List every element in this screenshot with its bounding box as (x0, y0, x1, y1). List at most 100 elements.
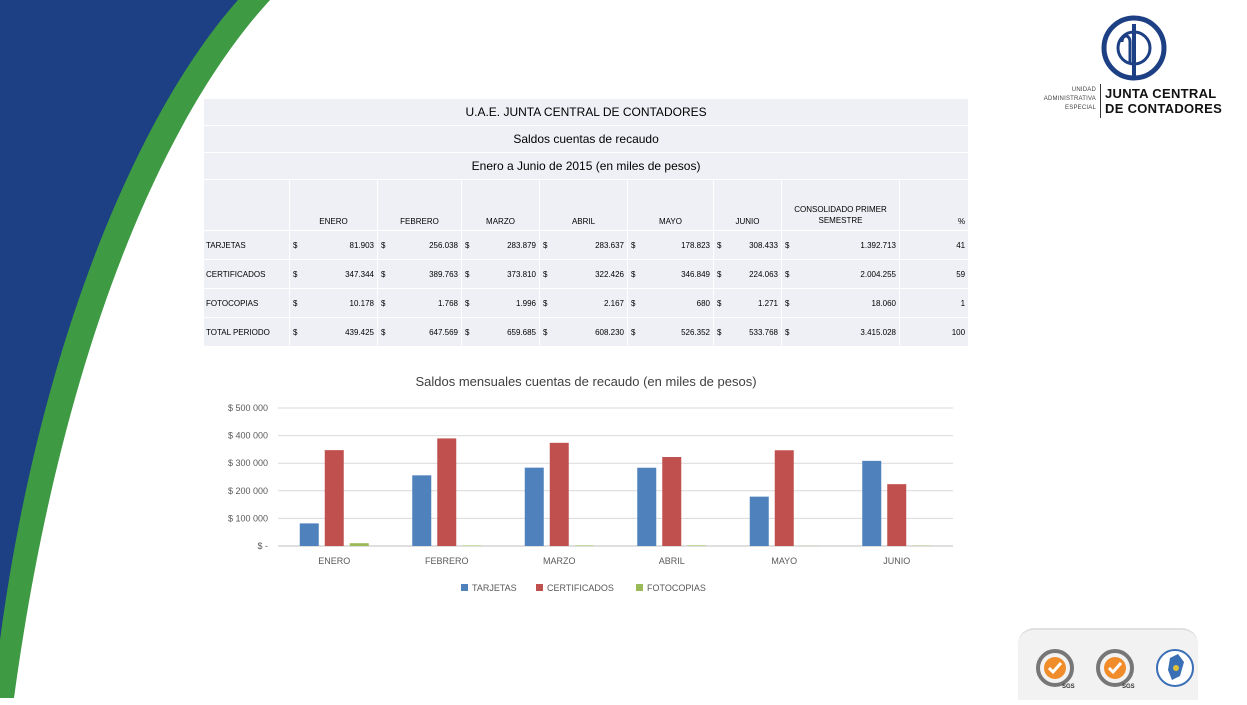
value-cell: $283.879 (462, 231, 540, 260)
cell-value: 3.415.028 (860, 328, 896, 337)
bar-fotocopias (350, 543, 369, 546)
cell-value: 1.392.713 (860, 241, 896, 250)
currency-symbol: $ (293, 299, 297, 308)
currency-symbol: $ (785, 241, 789, 250)
certification-badges: SGS SGS (1018, 628, 1198, 700)
cell-value: 347.344 (345, 270, 374, 279)
value-cell: $647.569 (378, 318, 462, 347)
bar-certificados (775, 450, 794, 546)
header-abril: ABRIL (540, 180, 628, 231)
bar-tarjetas (300, 523, 319, 546)
logo-administrativa: ADMINISTRATIVA (1030, 95, 1096, 104)
cell-value: 1.271 (758, 299, 778, 308)
value-cell: $256.038 (378, 231, 462, 260)
cell-value: 224.063 (749, 270, 778, 279)
pct-cell: 1 (900, 289, 969, 318)
value-cell: $224.063 (714, 260, 782, 289)
currency-symbol: $ (381, 241, 385, 250)
cell-value: 608.230 (595, 328, 624, 337)
badge-1-label: SGS (1062, 684, 1075, 690)
cell-value: 1.768 (438, 299, 458, 308)
currency-symbol: $ (293, 328, 297, 337)
value-cell: $608.230 (540, 318, 628, 347)
currency-symbol: $ (717, 328, 721, 337)
bar-tarjetas (637, 468, 656, 546)
x-tick-label: MARZO (543, 556, 576, 566)
bar-tarjetas (750, 497, 769, 546)
row-label: FOTOCOPIAS (204, 289, 290, 318)
value-cell: $308.433 (714, 231, 782, 260)
currency-symbol: $ (543, 299, 547, 308)
pct-cell: 41 (900, 231, 969, 260)
header-junio: JUNIO (714, 180, 782, 231)
value-cell: $389.763 (378, 260, 462, 289)
cell-value: 10.178 (350, 299, 374, 308)
value-cell: $526.352 (628, 318, 714, 347)
value-cell: $18.060 (782, 289, 900, 318)
cell-value: 2.004.255 (860, 270, 896, 279)
bar-tarjetas (525, 468, 544, 546)
header-blank (204, 180, 290, 231)
cell-value: 283.637 (595, 241, 624, 250)
value-cell: $1.768 (378, 289, 462, 318)
logo-separator (1100, 84, 1101, 118)
cell-value: 81.903 (350, 241, 374, 250)
cell-value: 659.685 (507, 328, 536, 337)
value-cell: $680 (628, 289, 714, 318)
currency-symbol: $ (465, 270, 469, 279)
x-tick-label: JUNIO (883, 556, 910, 566)
value-cell: $1.996 (462, 289, 540, 318)
cell-value: 373.810 (507, 270, 536, 279)
value-cell: $2.167 (540, 289, 628, 318)
currency-symbol: $ (465, 241, 469, 250)
jcc-logo: UNIDAD ADMINISTRATIVA ESPECIAL JUNTA CEN… (1030, 12, 1240, 122)
bar-certificados (550, 443, 569, 546)
cell-value: 389.763 (429, 270, 458, 279)
currency-symbol: $ (381, 299, 385, 308)
cell-value: 1.996 (516, 299, 536, 308)
y-tick-label: $ 200 000 (228, 486, 268, 496)
value-cell: $1.392.713 (782, 231, 900, 260)
cell-value: 526.352 (681, 328, 710, 337)
logo-de-contadores: DE CONTADORES (1105, 101, 1222, 116)
row-label: CERTIFICADOS (204, 260, 290, 289)
currency-symbol: $ (785, 299, 789, 308)
y-tick-label: $ 400 000 (228, 431, 268, 441)
x-tick-label: FEBRERO (425, 556, 469, 566)
cell-value: 647.569 (429, 328, 458, 337)
bar-certificados (887, 484, 906, 546)
bar-fotocopias (687, 545, 706, 546)
header-enero: ENERO (290, 180, 378, 231)
cell-value: 322.426 (595, 270, 624, 279)
currency-symbol: $ (631, 328, 635, 337)
legend-label: TARJETAS (472, 583, 517, 593)
currency-symbol: $ (717, 241, 721, 250)
badge-2-label: SGS (1122, 684, 1135, 690)
legend-label: FOTOCOPIAS (647, 583, 706, 593)
header-consolidado: CONSOLIDADO PRIMER SEMESTRE (782, 180, 900, 231)
y-tick-label: $ 500 000 (228, 403, 268, 413)
logo-small-text: UNIDAD ADMINISTRATIVA ESPECIAL (1030, 86, 1096, 113)
cell-value: 308.433 (749, 241, 778, 250)
y-tick-label: $ - (257, 541, 268, 551)
value-cell: $10.178 (290, 289, 378, 318)
bar-certificados (325, 450, 344, 546)
header-mayo: MAYO (628, 180, 714, 231)
cell-value: 18.060 (872, 299, 896, 308)
currency-symbol: $ (631, 299, 635, 308)
value-cell: $283.637 (540, 231, 628, 260)
chart-title: Saldos mensuales cuentas de recaudo (en … (415, 374, 756, 389)
value-cell: $533.768 (714, 318, 782, 347)
currency-symbol: $ (785, 328, 789, 337)
bar-fotocopias (575, 545, 594, 546)
cell-value: 2.167 (604, 299, 624, 308)
currency-symbol: $ (631, 270, 635, 279)
sgs-cert-badge-icon: SGS (1098, 651, 1135, 690)
table-row: TARJETAS$81.903$256.038$283.879$283.637$… (204, 231, 969, 260)
header-pct: % (900, 180, 969, 231)
value-cell: $3.415.028 (782, 318, 900, 347)
cell-value: 533.768 (749, 328, 778, 337)
currency-symbol: $ (381, 328, 385, 337)
row-label: TARJETAS (204, 231, 290, 260)
currency-symbol: $ (293, 241, 297, 250)
